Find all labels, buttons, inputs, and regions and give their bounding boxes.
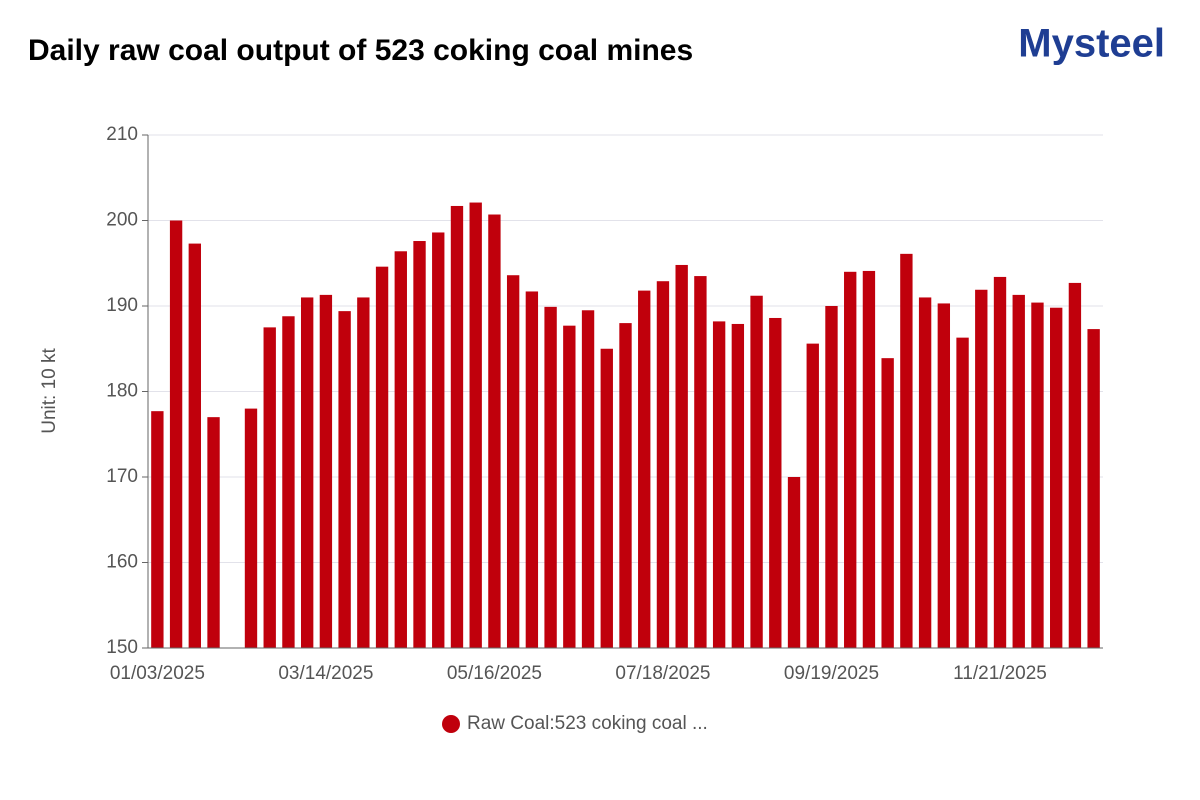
- legend-label: Raw Coal:523 coking coal ...: [467, 713, 708, 734]
- bar: [694, 276, 707, 648]
- bar: [806, 343, 819, 648]
- y-tick-label: 160: [106, 552, 138, 573]
- bar: [338, 311, 351, 648]
- bar: [1087, 329, 1100, 648]
- logo: Mysteel: [1018, 22, 1165, 66]
- bar: [600, 348, 613, 648]
- y-tick-label: 210: [106, 124, 138, 145]
- bar: [918, 297, 932, 648]
- x-tick-label: 05/16/2025: [447, 663, 542, 684]
- bar: [506, 275, 520, 648]
- x-tick-label: 11/21/2025: [953, 663, 1047, 684]
- bar: [769, 317, 782, 648]
- bar: [544, 306, 557, 648]
- bar: [675, 264, 688, 648]
- bar: [394, 251, 407, 648]
- x-tick-label: 01/03/2025: [110, 663, 205, 684]
- y-axis-label: Unit: 10 kt: [39, 348, 60, 434]
- x-tick-label: 03/14/2025: [278, 663, 373, 684]
- bar: [357, 297, 370, 648]
- y-tick-label: 180: [106, 381, 138, 402]
- bar: [207, 417, 220, 648]
- bar: [469, 202, 482, 649]
- bar: [151, 411, 164, 648]
- bar: [432, 232, 445, 648]
- bar: [956, 337, 969, 648]
- y-tick-label: 170: [106, 466, 138, 487]
- bar: [862, 270, 876, 648]
- bar: [712, 321, 726, 648]
- legend-marker: [442, 715, 460, 733]
- bar: [731, 323, 745, 648]
- x-tick-label: 09/19/2025: [784, 663, 879, 684]
- bar: [263, 327, 276, 648]
- bar: [638, 290, 651, 648]
- bar: [1031, 302, 1044, 648]
- bar: [900, 253, 913, 648]
- bar: [525, 291, 539, 648]
- bar: [787, 477, 801, 648]
- bar: [750, 295, 763, 648]
- bar: [825, 306, 838, 648]
- bar: [563, 325, 576, 648]
- bar: [656, 281, 670, 648]
- bar: [300, 297, 314, 648]
- y-tick-label: 150: [106, 637, 138, 658]
- x-tick-label: 07/18/2025: [615, 663, 710, 684]
- chart-title: Daily raw coal output of 523 coking coal…: [28, 34, 693, 67]
- bar: [319, 294, 333, 648]
- bar: [581, 310, 595, 648]
- bar: [975, 289, 988, 648]
- bar: [619, 323, 632, 648]
- bar: [881, 358, 894, 648]
- bar: [169, 220, 183, 648]
- bar: [450, 205, 464, 648]
- y-tick-label: 200: [106, 210, 138, 231]
- bar: [282, 316, 295, 648]
- bar: [1068, 282, 1082, 648]
- bar: [1050, 307, 1063, 648]
- bar: [375, 266, 389, 648]
- bar: [937, 303, 951, 648]
- bar: [993, 276, 1007, 648]
- bar: [244, 408, 258, 648]
- bar: [844, 271, 857, 648]
- bar: [1012, 294, 1025, 648]
- bar: [188, 243, 201, 648]
- bar: [413, 241, 426, 648]
- y-tick-label: 190: [106, 295, 138, 316]
- bar: [488, 214, 501, 648]
